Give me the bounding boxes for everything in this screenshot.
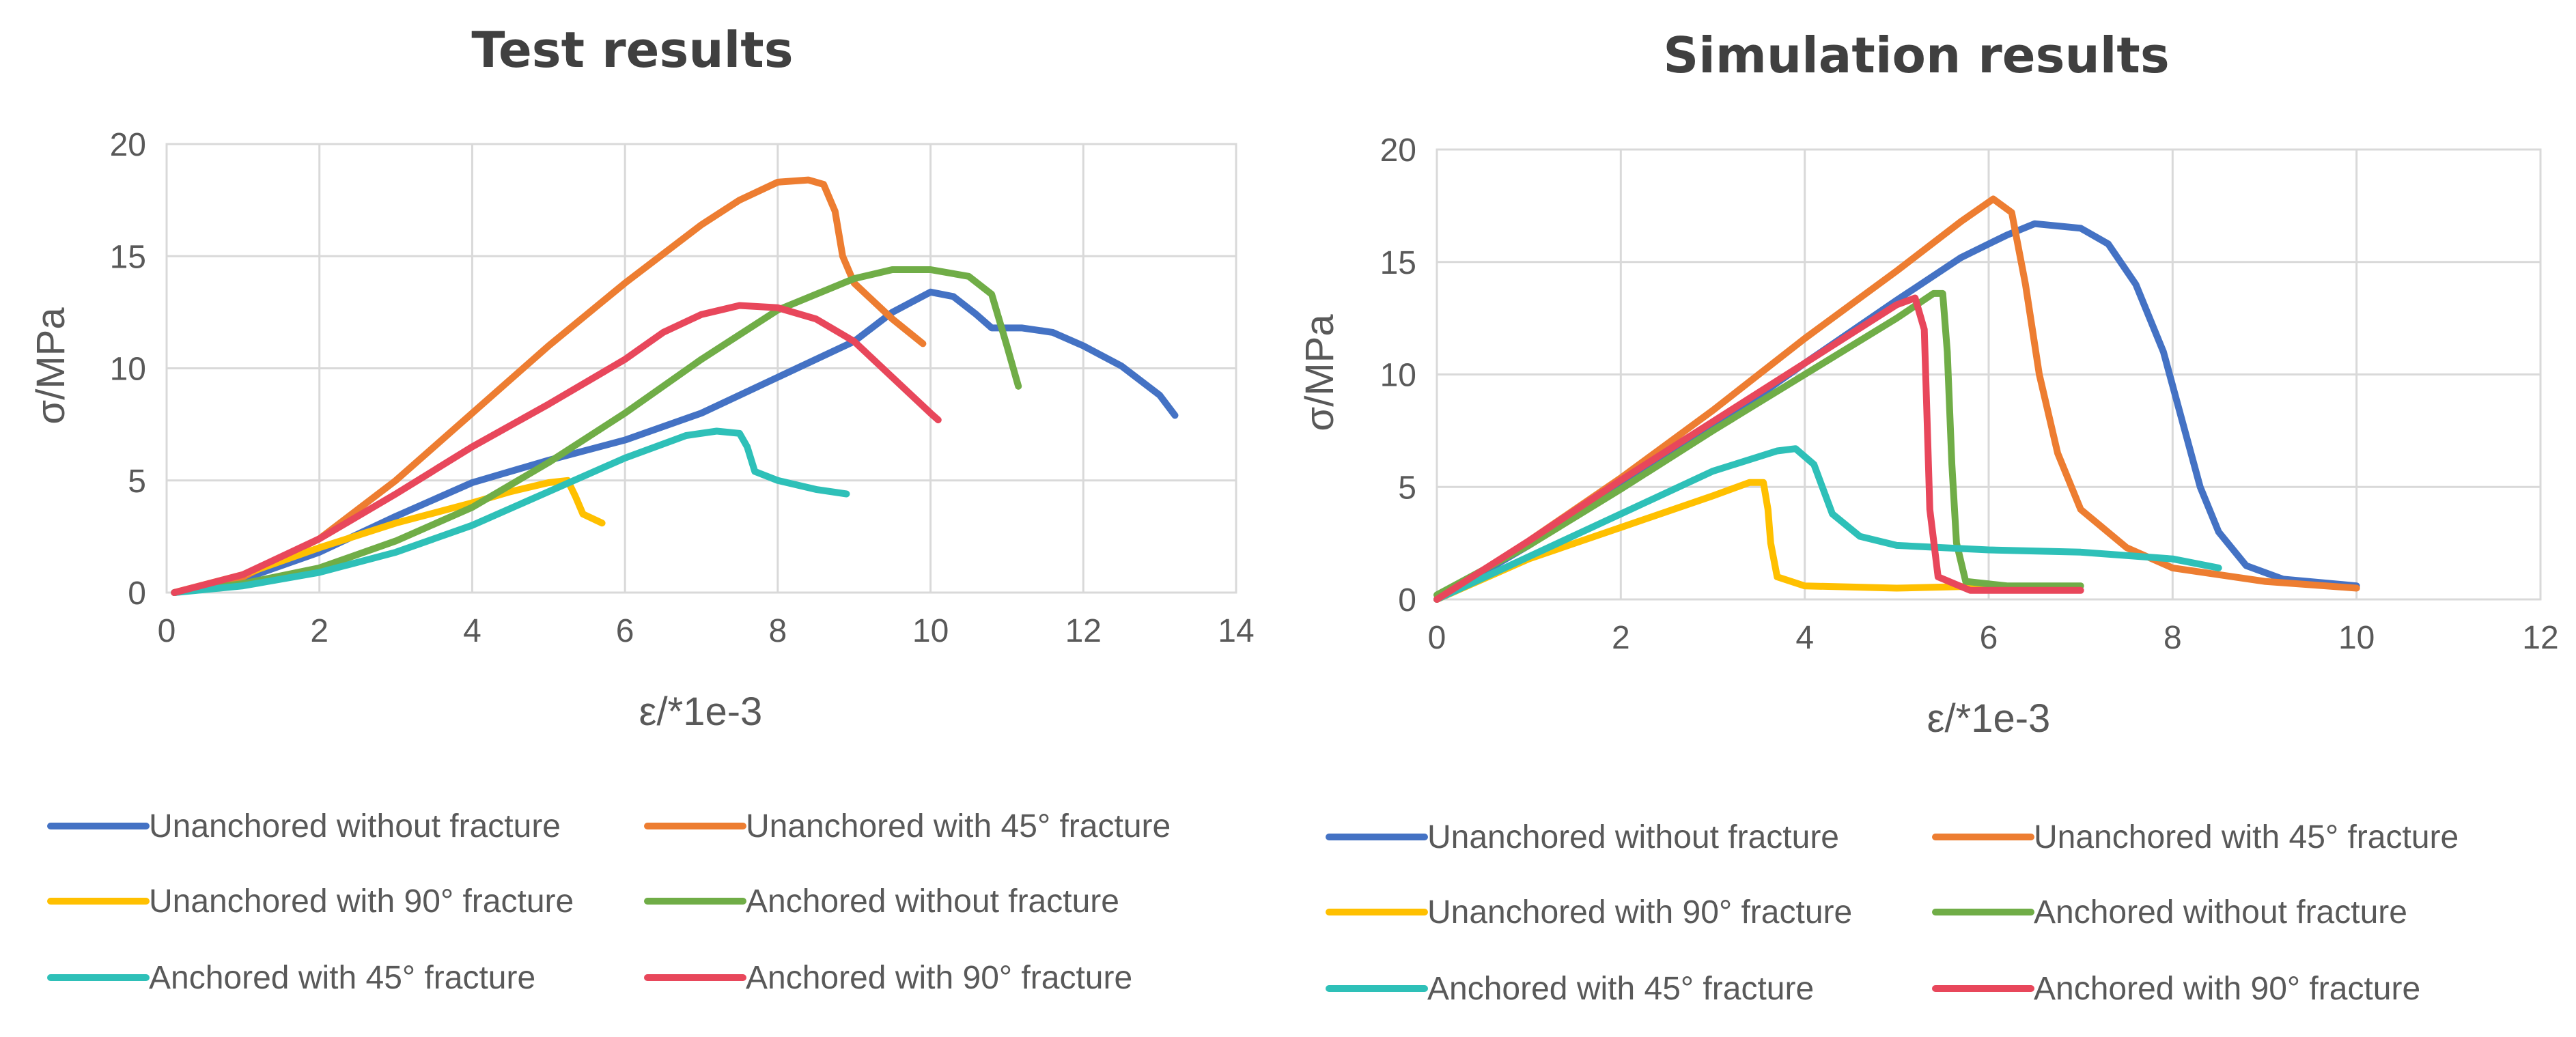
legend-entry: Unanchored without fracture: [149, 808, 561, 844]
series-line: [1433, 195, 2360, 603]
chart-title: Test results: [471, 21, 793, 79]
y-tick-label: 15: [1380, 245, 1416, 281]
x-axis-label: ε/*1e-3: [1927, 696, 2051, 741]
simulation-results-chart: Simulation results σ/MPa ε/*1e-3 0 2 4 6 8 10…: [1298, 27, 2559, 1007]
x-tick-label: 0: [1428, 620, 1446, 656]
x-tick-label: 6: [616, 613, 634, 649]
series-line: [171, 266, 1022, 596]
x-tick-label: 4: [463, 613, 481, 649]
x-tick-label: 10: [912, 613, 949, 649]
legend-entry: Anchored without fracture: [2034, 894, 2407, 931]
x-tick-label: 8: [2164, 620, 2182, 656]
x-tick-label: 14: [1218, 613, 1254, 649]
y-axis-label: σ/MPa: [1298, 314, 1342, 431]
y-tick-label: 15: [110, 239, 146, 275]
legend-entry: Unanchored with 90° fracture: [149, 883, 574, 920]
series-line: [1433, 294, 2084, 603]
x-tick-label: 0: [158, 613, 176, 649]
x-tick-label: 8: [769, 613, 787, 649]
x-tick-label: 10: [2338, 620, 2375, 656]
test-results-chart: Test results σ/MPa ε/*1e-3 0 2 4 6 8 10 12 14 0 5…: [29, 21, 1255, 996]
chart-title: Simulation results: [1663, 27, 2169, 84]
y-tick-label: 10: [1380, 358, 1416, 394]
series-line: [171, 176, 927, 596]
x-tick-label: 6: [1980, 620, 1998, 656]
series-line: [1433, 445, 2222, 603]
x-tick-label: 2: [1612, 620, 1630, 656]
series-line: [171, 477, 606, 596]
x-tick-label: 4: [1795, 620, 1814, 656]
y-tick-label: 0: [128, 576, 146, 612]
y-tick-label: 10: [110, 352, 146, 388]
series-line: [171, 427, 850, 596]
legend-entry: Anchored with 45° fracture: [149, 960, 535, 996]
legend-entry: Unanchored with 90° fracture: [1427, 894, 1852, 931]
series-line: [171, 302, 942, 596]
series-line: [1433, 289, 2084, 599]
y-tick-label: 0: [1398, 582, 1416, 619]
legend-entry: Anchored with 90° fracture: [746, 960, 1132, 996]
series-line: [1433, 479, 1992, 603]
y-tick-label: 20: [110, 127, 146, 163]
legend-entry: Anchored with 45° fracture: [1427, 971, 1814, 1007]
y-axis-label: σ/MPa: [29, 307, 73, 425]
y-tick-label: 5: [1398, 470, 1416, 506]
legend-entry: Anchored without fracture: [746, 883, 1119, 920]
legend-entry: Anchored with 90° fracture: [2034, 971, 2420, 1007]
x-tick-label: 12: [1065, 613, 1102, 649]
legend-entry: Unanchored with 45° fracture: [746, 808, 1171, 844]
x-tick-label: 2: [310, 613, 328, 649]
legend-entry: Unanchored without fracture: [1427, 819, 1839, 855]
y-tick-label: 20: [1380, 132, 1416, 169]
y-tick-label: 5: [128, 464, 146, 500]
legend-entry: Unanchored with 45° fracture: [2034, 819, 2459, 855]
series-line: [171, 288, 1179, 596]
x-axis-label: ε/*1e-3: [639, 690, 763, 734]
x-tick-label: 12: [2522, 620, 2558, 656]
